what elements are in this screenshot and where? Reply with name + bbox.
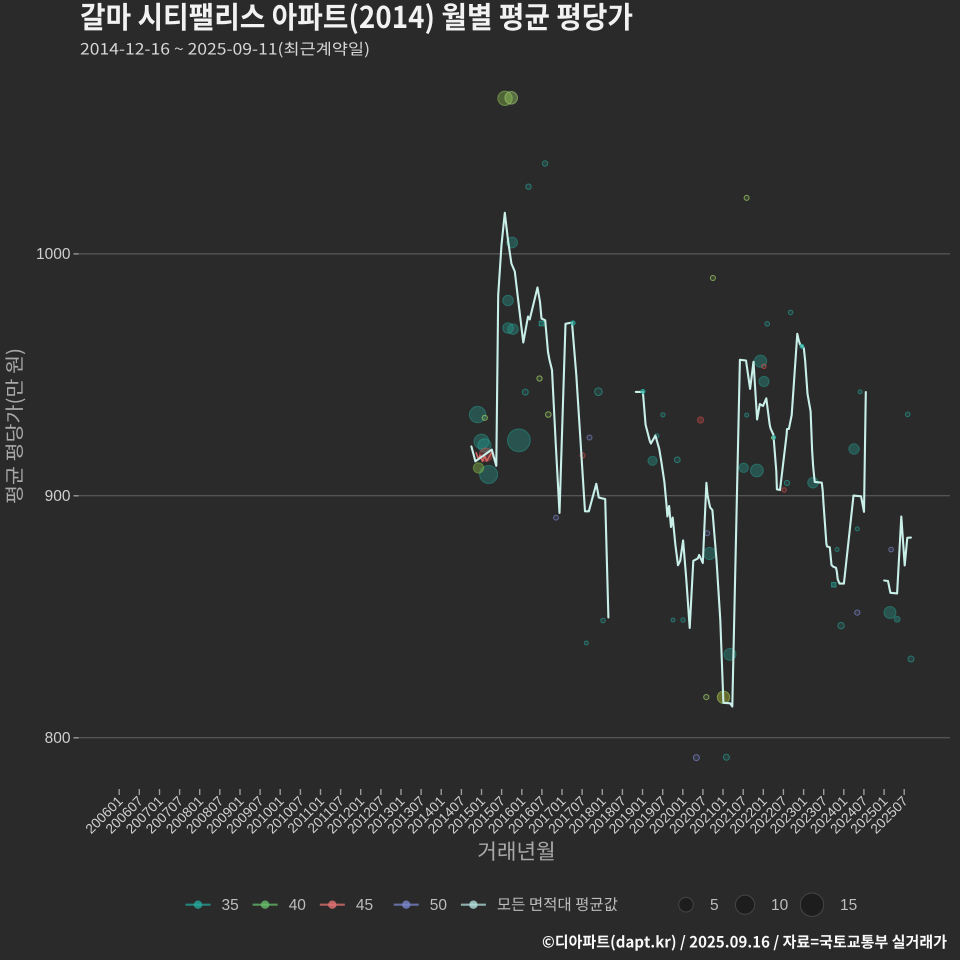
- svg-text:45: 45: [356, 897, 373, 914]
- svg-text:40: 40: [289, 897, 307, 914]
- svg-text:10: 10: [771, 897, 789, 914]
- svg-text:1000: 1000: [36, 246, 71, 263]
- svg-text:50: 50: [430, 897, 448, 914]
- svg-text:15: 15: [840, 897, 857, 914]
- svg-text:900: 900: [45, 488, 71, 505]
- svg-text:5: 5: [710, 897, 719, 914]
- svg-text:35: 35: [222, 897, 239, 914]
- svg-text:800: 800: [45, 730, 71, 747]
